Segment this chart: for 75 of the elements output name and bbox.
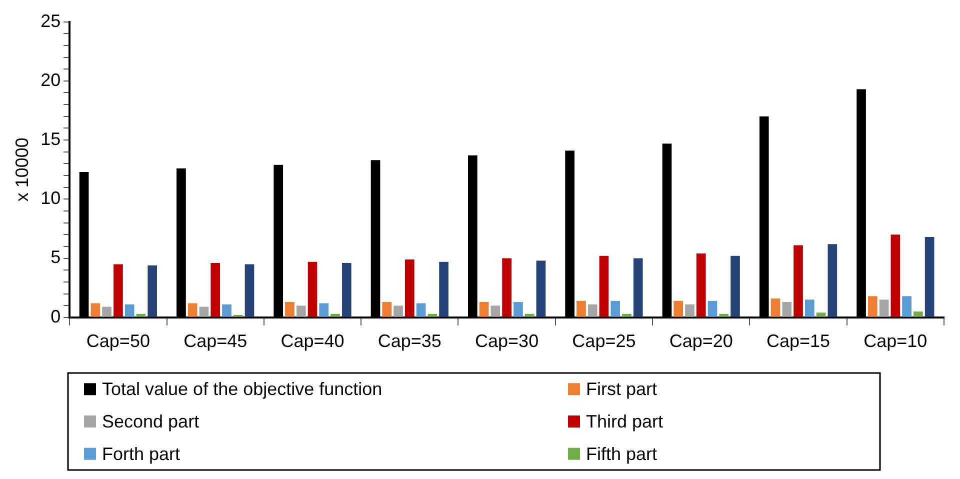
bar [914,311,923,317]
x-tick-label: Cap=30 [475,331,539,352]
bar [622,314,632,317]
legend-label: Fifth part [586,444,658,464]
bar [924,236,934,317]
legend-label: Total value of the objective function [102,379,382,400]
bar [794,245,803,317]
bar [114,264,123,317]
bar [696,254,706,317]
bar [382,302,392,317]
x-tick-label: Cap=20 [669,331,733,352]
legend-label: Second part [102,411,200,432]
bar [394,306,403,317]
bar [479,302,489,317]
x-tick-label: Cap=50 [86,331,150,352]
bar [502,258,512,317]
bar [404,259,414,317]
y-tick-label: 5 [50,247,61,268]
bar [319,303,329,317]
bar [296,306,306,317]
bar [674,300,684,317]
bar [210,263,220,317]
bar [633,258,643,317]
bar [124,304,134,317]
x-tick-label: Cap=35 [378,331,442,352]
bar [188,303,198,317]
bar [610,300,620,317]
bar [868,296,878,317]
bar [285,302,294,317]
bar [708,300,718,317]
bar [330,314,340,317]
bar [890,234,900,317]
y-tick-label: 20 [40,70,61,90]
x-tick-label: Cap=25 [572,331,636,352]
bar [490,306,500,317]
bar [576,300,586,317]
legend-label: Forth part [102,444,180,464]
bar [902,296,912,317]
bar [428,314,438,317]
bar [524,314,534,317]
legend-label: Third part [586,411,664,432]
bar [599,256,609,317]
bar [102,306,112,317]
y-tick-label: 0 [50,306,61,326]
bar [90,303,100,317]
bar [804,300,814,317]
x-tick-label: Cap=15 [766,331,830,352]
bar [222,304,232,317]
bar [536,260,546,317]
bar [588,304,598,317]
bar [719,314,729,317]
bar [514,302,523,317]
bar [816,312,826,317]
y-tick-label: 10 [40,188,61,208]
x-tick-label: Cap=10 [864,331,928,352]
bar [244,264,254,317]
bar [770,298,780,317]
x-tick-label: Cap=45 [184,331,248,352]
bar [308,262,318,317]
bar [136,314,146,317]
y-tick-label: 15 [40,129,61,150]
y-axis-title: x 10000 [12,138,32,202]
y-tick-label: 25 [40,10,61,31]
x-tick-label: Cap=40 [280,331,344,352]
bar [685,304,694,317]
bar [342,263,352,317]
bar [199,306,209,317]
bar [782,302,792,317]
bar [439,262,448,317]
bar [730,256,740,317]
bar [416,303,426,317]
legend-label: First part [586,379,658,400]
bar [148,265,158,317]
bar [879,300,889,317]
bar [828,244,838,317]
